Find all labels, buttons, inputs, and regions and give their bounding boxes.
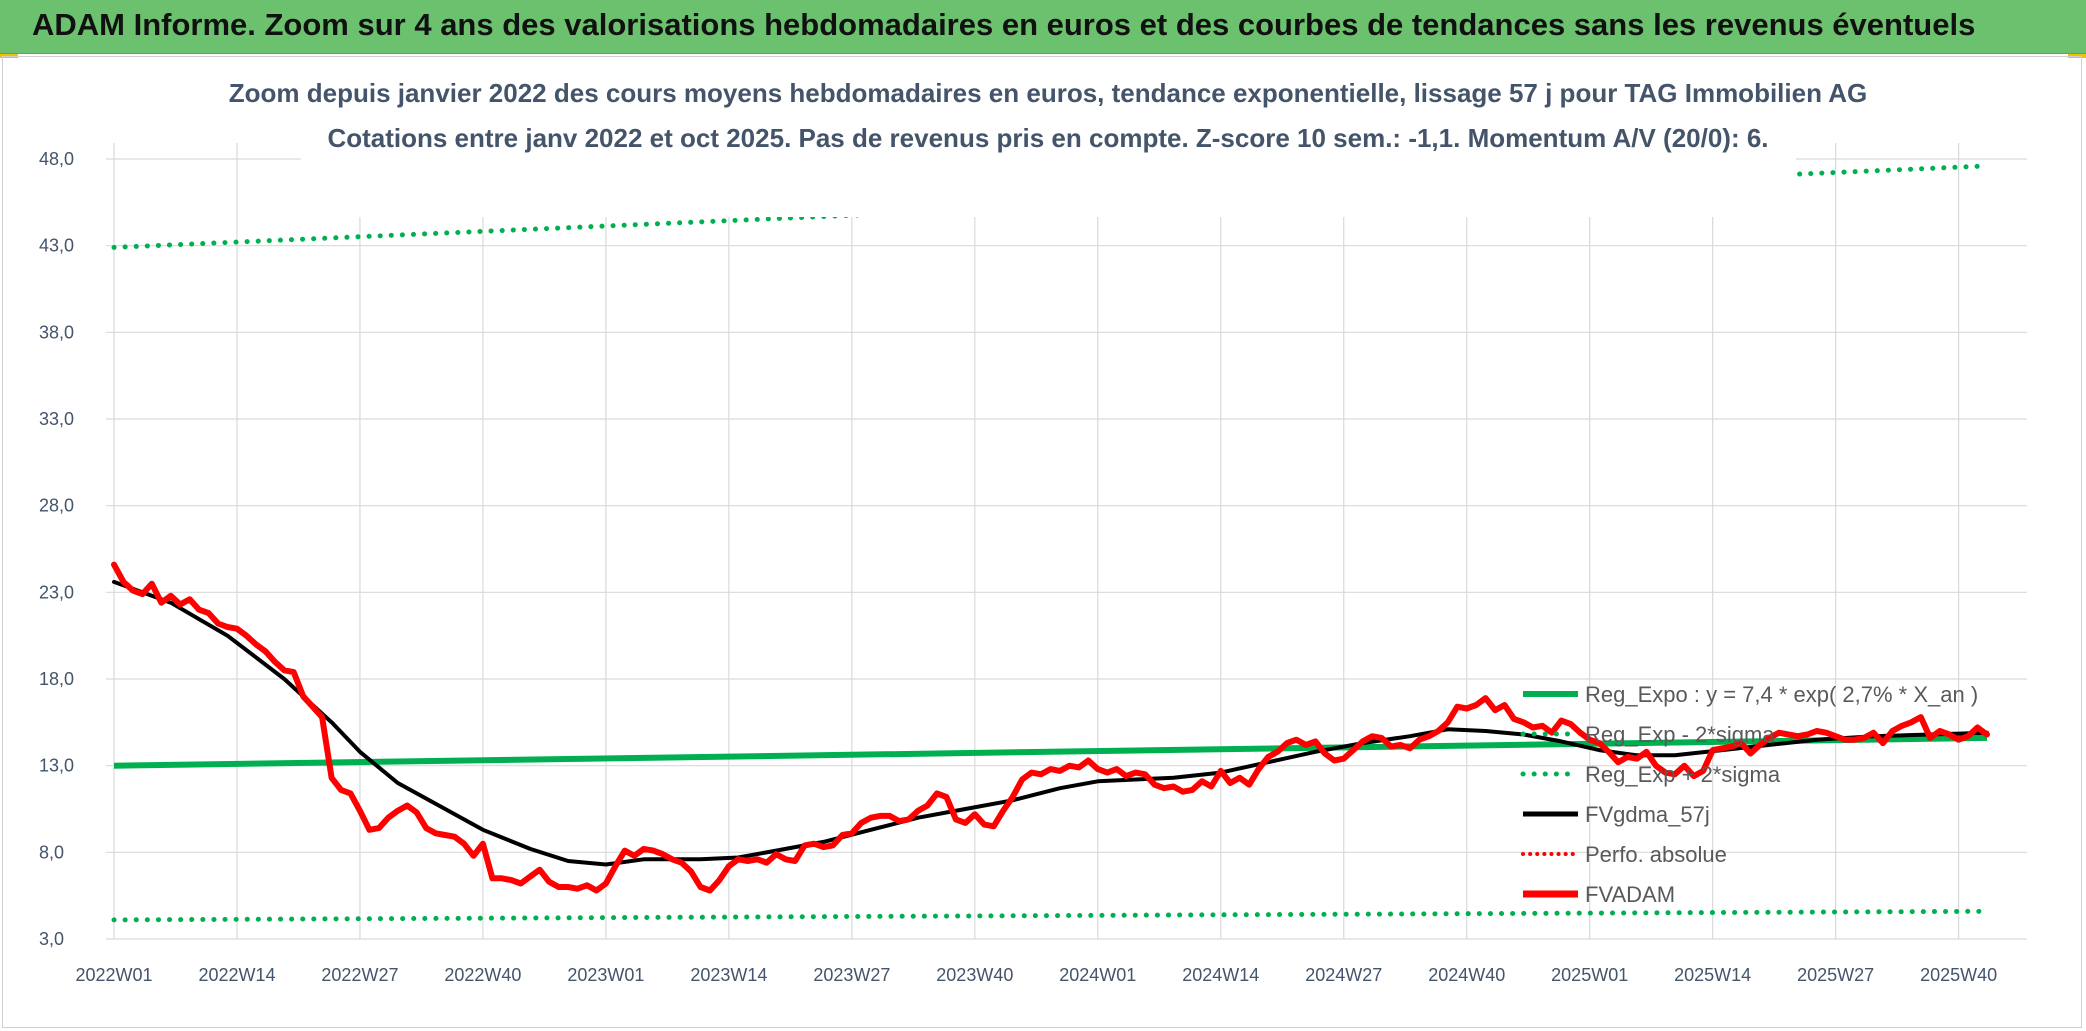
x-tick-label: 2024W01	[1059, 965, 1136, 985]
series-reg-plus-2sigma	[111, 163, 1990, 250]
chart-title-line2: Cotations entre janv 2022 et oct 2025. P…	[327, 123, 1768, 153]
y-tick-label: 8,0	[39, 842, 64, 862]
x-tick-label: 2023W40	[936, 965, 1013, 985]
x-tick-label: 2022W01	[75, 965, 152, 985]
x-tick-label: 2022W27	[321, 965, 398, 985]
legend: Reg_Expo : y = 7,4 * exp( 2,7% * X_an ) R…	[1520, 682, 1978, 907]
line-chart: Zoom depuis janvier 2022 des cours moyen…	[39, 78, 2027, 985]
x-tick-label: 2022W14	[198, 965, 275, 985]
x-axis: 2022W01 2022W14 2022W27 2022W40 2023W01 2023W…	[75, 965, 1997, 985]
y-tick-label: 43,0	[39, 236, 74, 256]
legend-label: FVADAM	[1585, 882, 1675, 907]
legend-label: Reg_Exp - 2*sigma	[1585, 722, 1775, 747]
x-tick-label: 2025W14	[1674, 965, 1751, 985]
series-reg-minus-2sigma	[111, 908, 1990, 923]
x-tick-label: 2025W01	[1551, 965, 1628, 985]
x-tick-label: 2024W40	[1428, 965, 1505, 985]
legend-label: Perfo. absolue	[1585, 842, 1727, 867]
grid	[106, 143, 2027, 940]
x-tick-label: 2025W40	[1920, 965, 1997, 985]
y-tick-label: 23,0	[39, 582, 74, 602]
y-tick-label: 18,0	[39, 669, 74, 689]
y-tick-label: 48,0	[39, 149, 74, 169]
report-banner: ADAM Informe. Zoom sur 4 ans des valoris…	[0, 0, 2086, 54]
y-tick-label: 3,0	[39, 929, 64, 949]
title-background	[301, 123, 1796, 217]
x-tick-label: 2024W14	[1182, 965, 1259, 985]
chart-title-line1: Zoom depuis janvier 2022 des cours moyen…	[229, 78, 1867, 108]
legend-label: Reg_Exp + 2*sigma	[1585, 762, 1781, 787]
y-tick-label: 33,0	[39, 409, 74, 429]
legend-label: Reg_Expo : y = 7,4 * exp( 2,7% * X_an )	[1585, 682, 1978, 707]
series-fvadam	[111, 561, 1990, 894]
report-title: ADAM Informe. Zoom sur 4 ans des valoris…	[32, 7, 1976, 42]
x-tick-label: 2025W27	[1797, 965, 1874, 985]
legend-label: FVgdma_57j	[1585, 802, 1710, 827]
x-tick-label: 2023W27	[813, 965, 890, 985]
x-tick-label: 2024W27	[1305, 965, 1382, 985]
series-group	[111, 163, 1990, 923]
x-tick-label: 2022W40	[444, 965, 521, 985]
y-tick-label: 13,0	[39, 756, 74, 776]
chart-frame: Zoom depuis janvier 2022 des cours moyen…	[2, 56, 2082, 1028]
series-reg-expo	[113, 734, 1988, 769]
x-tick-label: 2023W14	[690, 965, 767, 985]
x-tick-label: 2023W01	[567, 965, 644, 985]
y-tick-label: 28,0	[39, 496, 74, 516]
y-axis: 48,0 43,0 38,0 33,0 28,0 23,0 18,0 13,0 8,0 3,0	[39, 149, 74, 949]
y-tick-label: 38,0	[39, 322, 74, 342]
